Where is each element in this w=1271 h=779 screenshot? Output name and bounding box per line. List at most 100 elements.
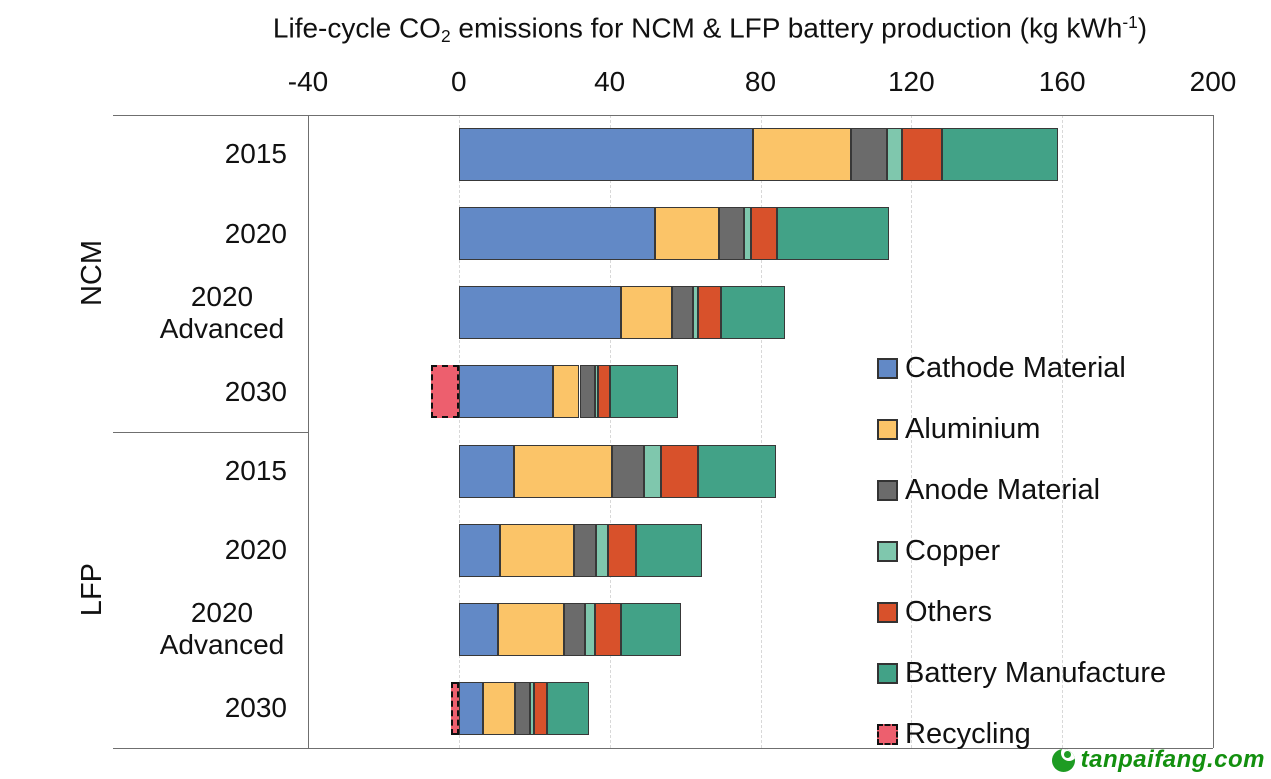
- bar-segment-anode-material: [719, 207, 744, 261]
- group-label-lfp: LFP: [70, 432, 115, 749]
- row-label-ncm-2020-advanced: 2020 Advanced: [113, 273, 287, 352]
- legend-item-others: Others: [877, 582, 1166, 643]
- bar-segment-aluminium: [654, 207, 719, 261]
- bar-segment-aluminium: [620, 286, 672, 340]
- bar-segment-aluminium: [483, 681, 516, 735]
- bar-segment-anode-material: [851, 128, 887, 182]
- bar-segment-others: [901, 128, 942, 182]
- bar-segment-cathode-material: [458, 602, 499, 656]
- bar-segment-copper: [692, 286, 699, 340]
- row-label-text: 2020: [224, 217, 287, 249]
- legend-swatch-anode-material: [877, 480, 898, 501]
- bar-segment-aluminium: [553, 365, 580, 419]
- x-tick-label: -40: [287, 66, 329, 97]
- legend-label-cathode-material: Cathode Material: [905, 352, 1126, 384]
- bar-segment-copper: [643, 444, 661, 498]
- row-label-text: 2030: [224, 375, 287, 407]
- row-label-lfp-2030: 2030: [113, 669, 287, 748]
- plot-border-right: [1213, 115, 1215, 748]
- chart-title-superscript: -1: [1122, 12, 1138, 32]
- watermark-text: tanpaifang.com: [1080, 746, 1265, 773]
- gridline-80: [760, 115, 762, 748]
- legend-item-cathode-material: Cathode Material: [877, 338, 1166, 399]
- legend-item-anode-material: Anode Material: [877, 460, 1166, 521]
- chart-title-text: ): [1137, 12, 1148, 44]
- bar-segment-aluminium: [500, 523, 574, 577]
- x-tick-label: 160: [1038, 66, 1086, 97]
- bar-segment-cathode-material: [458, 207, 655, 261]
- legend-item-copper: Copper: [877, 521, 1166, 582]
- bar-segment-others: [607, 523, 637, 577]
- bar-segment-battery-manufacture: [720, 286, 785, 340]
- legend-swatch-battery-manufacture: [877, 663, 898, 684]
- bar-segment-cathode-material: [458, 128, 753, 182]
- row-label-text: 2015: [224, 454, 287, 486]
- legend-label-battery-manufacture: Battery Manufacture: [905, 657, 1167, 689]
- x-tick-label: 0: [451, 66, 467, 97]
- bar-segment-copper: [594, 365, 599, 419]
- chart-title-text: Life-cycle CO: [272, 12, 441, 44]
- bar-segment-copper: [596, 523, 608, 577]
- bar-segment-anode-material: [564, 602, 586, 656]
- row-label-text: 2020: [224, 534, 287, 566]
- bar-segment-battery-manufacture: [609, 365, 678, 419]
- bar-segment-others: [751, 207, 778, 261]
- bar-segment-others: [660, 444, 699, 498]
- legend-swatch-recycling: [877, 724, 898, 745]
- row-label-ncm-2015: 2015: [113, 115, 287, 194]
- chart-title: Life-cycle CO2 emissions for NCM & LFP b…: [240, 12, 1180, 47]
- plot-border-top: [113, 115, 1213, 117]
- bar-segment-battery-manufacture: [941, 128, 1059, 182]
- bar-segment-anode-material: [611, 444, 644, 498]
- row-label-ncm-2030: 2030: [113, 352, 287, 431]
- bar-segment-cathode-material: [458, 444, 514, 498]
- group-label-text: NCM: [76, 240, 108, 307]
- bar-segment-copper: [530, 681, 535, 735]
- legend-swatch-cathode-material: [877, 358, 898, 379]
- bar-segment-copper: [585, 602, 595, 656]
- bar-segment-others: [534, 681, 548, 735]
- bar-segment-cathode-material: [458, 681, 484, 735]
- bar-segment-copper: [886, 128, 902, 182]
- bar-segment-aluminium: [498, 602, 565, 656]
- bar-segment-anode-material: [579, 365, 595, 419]
- gridline-160: [1062, 115, 1064, 748]
- legend-label-copper: Copper: [905, 535, 1001, 567]
- bar-segment-recycling: [430, 365, 459, 419]
- bar-segment-anode-material: [515, 681, 531, 735]
- chart-title-subscript: 2: [440, 25, 451, 46]
- legend: Cathode Material Aluminium Anode Material C…: [877, 338, 1166, 765]
- bar-segment-others: [594, 602, 621, 656]
- x-tick-label: 120: [887, 66, 935, 97]
- bar-segment-aluminium: [513, 444, 612, 498]
- bar-segment-copper: [743, 207, 752, 261]
- row-label-lfp-2020: 2020: [113, 511, 287, 590]
- x-tick-label: 80: [744, 66, 777, 97]
- bar-segment-battery-manufacture: [777, 207, 889, 261]
- row-label-lfp-2015: 2015: [113, 432, 287, 511]
- bar-segment-battery-manufacture: [636, 523, 703, 577]
- group-separator: [113, 431, 308, 433]
- row-label-lfp-2020-advanced: 2020 Advanced: [113, 590, 287, 669]
- row-label-text: 2030: [224, 692, 287, 724]
- bar-segment-cathode-material: [458, 523, 501, 577]
- bar-segment-battery-manufacture: [547, 681, 589, 735]
- bar-segment-anode-material: [573, 523, 597, 577]
- row-label-text: 2020 Advanced: [159, 280, 285, 344]
- legend-item-aluminium: Aluminium: [877, 399, 1166, 460]
- plot-border-bottom: [113, 748, 1213, 750]
- bar-segment-battery-manufacture: [620, 602, 682, 656]
- bar-segment-others: [598, 365, 610, 419]
- gridline-40: [609, 115, 611, 748]
- bar-segment-others: [698, 286, 721, 340]
- group-label-ncm: NCM: [70, 115, 115, 432]
- legend-label-aluminium: Aluminium: [905, 413, 1041, 445]
- bar-segment-anode-material: [671, 286, 693, 340]
- bar-segment-aluminium: [752, 128, 851, 182]
- legend-swatch-copper: [877, 541, 898, 562]
- x-tick-label: 200: [1189, 66, 1237, 97]
- chart-title-text: emissions for NCM & LFP battery producti…: [450, 12, 1123, 44]
- bar-segment-recycling: [451, 681, 459, 735]
- bar-segment-cathode-material: [458, 365, 554, 419]
- legend-swatch-others: [877, 602, 898, 623]
